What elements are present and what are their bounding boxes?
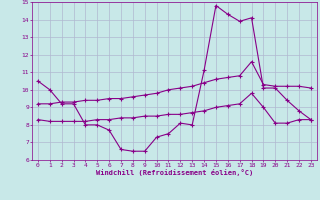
X-axis label: Windchill (Refroidissement éolien,°C): Windchill (Refroidissement éolien,°C) [96, 169, 253, 176]
